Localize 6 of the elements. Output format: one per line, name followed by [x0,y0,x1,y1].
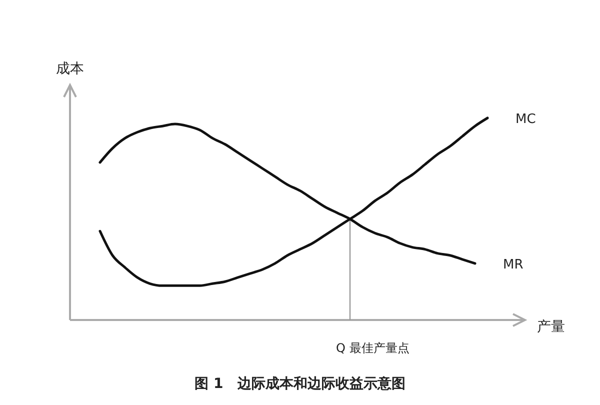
text: MR [503,257,524,272]
y-axis-title: 成本 [56,61,84,77]
text: 图 1 边际成本和边际收益示意图 [194,375,406,392]
text: MC [516,112,536,127]
text: Q 最佳产量点 [336,341,410,355]
x-axis-title: 产量 [537,319,565,335]
